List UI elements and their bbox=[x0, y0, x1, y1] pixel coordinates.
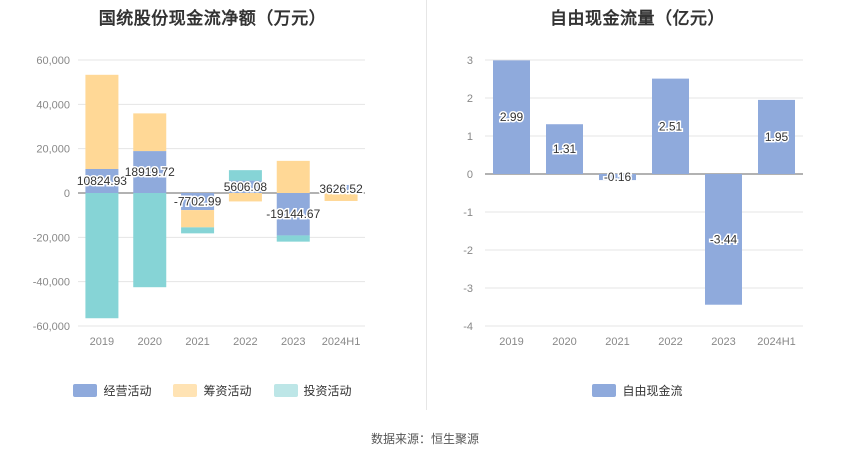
legend-label-investing: 投资活动 bbox=[303, 384, 352, 398]
bar-segment bbox=[85, 74, 119, 170]
x-tick-label: 2022 bbox=[233, 336, 257, 348]
bar bbox=[546, 124, 583, 174]
x-tick-label: 2020 bbox=[138, 336, 162, 348]
bar bbox=[758, 99, 795, 174]
legend-item-investing[interactable]: 投资活动 bbox=[273, 382, 352, 399]
legend-label-free-cash: 自由现金流 bbox=[622, 384, 683, 398]
bar-segment bbox=[181, 227, 215, 234]
cash-flow-chart: 60,000 40,000 20,000 0 -20,000 -40,000 -60,000… bbox=[33, 55, 365, 348]
bar-segment bbox=[324, 184, 358, 193]
y-tick-label: -60,000 bbox=[33, 321, 70, 333]
y-tick-label: -4 bbox=[463, 321, 473, 333]
y-tick-label: 1 bbox=[467, 131, 473, 143]
x-tick-label: 2020 bbox=[552, 336, 576, 348]
bar-segment bbox=[181, 193, 215, 211]
free-cash-flow-chart-panel: 自由现金流量（亿元） 3 2 1 0 -1 -2 -3 -4 2019 2.99 2020 1.31 2… bbox=[425, 0, 850, 420]
cash-flow-chart-title: 国统股份现金流净额（万元） bbox=[98, 9, 327, 28]
y-tick-label: 40,000 bbox=[36, 99, 70, 111]
y-tick-label: -3 bbox=[463, 283, 473, 295]
data-label: 2.51 bbox=[659, 119, 683, 133]
data-label: 3626.52 bbox=[319, 182, 363, 196]
y-tick-label: 3 bbox=[467, 55, 473, 67]
free-cash-flow-chart-title: 自由现金流量（亿元） bbox=[550, 9, 725, 28]
bar-segment bbox=[228, 193, 262, 202]
x-tick-label: 2021 bbox=[185, 336, 209, 348]
data-label: 1.95 bbox=[765, 130, 789, 144]
bar-segment bbox=[133, 193, 167, 288]
panel-divider bbox=[426, 0, 427, 410]
x-tick-label: 2019 bbox=[499, 336, 523, 348]
free-cash-flow-legend: 自由现金流 bbox=[425, 382, 850, 399]
bar-segment bbox=[276, 193, 310, 236]
legend-item-operating[interactable]: 经营活动 bbox=[73, 382, 151, 399]
bar bbox=[705, 174, 742, 305]
y-tick-label: -2 bbox=[463, 245, 473, 257]
y-tick-label: -40,000 bbox=[33, 277, 70, 289]
legend-item-free-cash[interactable]: 自由现金流 bbox=[592, 382, 683, 399]
x-tick-label: 2022 bbox=[658, 336, 682, 348]
y-tick-label: 60,000 bbox=[36, 55, 70, 67]
legend-swatch-operating bbox=[73, 384, 98, 397]
legend-swatch-financing bbox=[173, 384, 198, 397]
x-tick-label: 2023 bbox=[281, 336, 305, 348]
bar-segment bbox=[324, 193, 358, 201]
legend-label-financing: 筹资活动 bbox=[203, 384, 252, 398]
bar bbox=[493, 60, 530, 174]
y-tick-label: 2 bbox=[467, 93, 473, 105]
x-tick-label: 2021 bbox=[605, 336, 629, 348]
data-label: 18919.72 bbox=[125, 165, 175, 179]
data-label: 5606.08 bbox=[224, 180, 268, 194]
y-tick-label: -20,000 bbox=[33, 232, 70, 244]
bar-segment bbox=[181, 210, 215, 228]
bar-segment bbox=[276, 160, 310, 193]
bar bbox=[599, 174, 636, 181]
y-tick-label: 0 bbox=[64, 188, 70, 200]
y-tick-label: 0 bbox=[467, 169, 473, 181]
data-label: -19144.67 bbox=[266, 207, 320, 221]
bar-segment bbox=[133, 113, 167, 152]
legend-swatch-investing bbox=[273, 384, 298, 397]
data-label: -0.16 bbox=[604, 170, 632, 184]
bar-segment bbox=[85, 193, 119, 319]
bar bbox=[652, 78, 689, 174]
data-label: 2.99 bbox=[500, 110, 524, 124]
bar-segment bbox=[276, 235, 310, 242]
y-tick-label: 20,000 bbox=[36, 144, 70, 156]
bar-segment bbox=[228, 180, 262, 193]
data-label: 1.31 bbox=[553, 142, 577, 156]
bar-segment bbox=[228, 170, 262, 181]
x-tick-label: 2024H1 bbox=[322, 336, 361, 348]
x-tick-label: 2019 bbox=[90, 336, 114, 348]
legend-swatch-free-cash bbox=[592, 384, 617, 397]
bar-segment bbox=[133, 151, 167, 193]
x-tick-label: 2023 bbox=[711, 336, 735, 348]
data-label: -7702.99 bbox=[174, 195, 222, 209]
data-label: -3.44 bbox=[710, 232, 738, 246]
bar-segment bbox=[85, 169, 119, 193]
free-cash-flow-chart: 3 2 1 0 -1 -2 -3 -4 2019 2.99 2020 1.31 2021 -0.16 202… bbox=[463, 55, 803, 348]
data-label: 10824.93 bbox=[77, 174, 127, 188]
x-tick-label: 2024H1 bbox=[757, 336, 796, 348]
y-tick-label: -1 bbox=[463, 207, 473, 219]
cash-flow-legend: 经营活动 筹资活动 投资活动 bbox=[0, 382, 425, 399]
data-source-note: 数据来源：恒生聚源 bbox=[370, 432, 479, 446]
legend-label-operating: 经营活动 bbox=[103, 384, 152, 398]
cash-flow-chart-panel: 国统股份现金流净额（万元） 60,000 40,000 20,000 0 -20,000… bbox=[0, 0, 425, 420]
legend-item-financing[interactable]: 筹资活动 bbox=[173, 382, 252, 399]
